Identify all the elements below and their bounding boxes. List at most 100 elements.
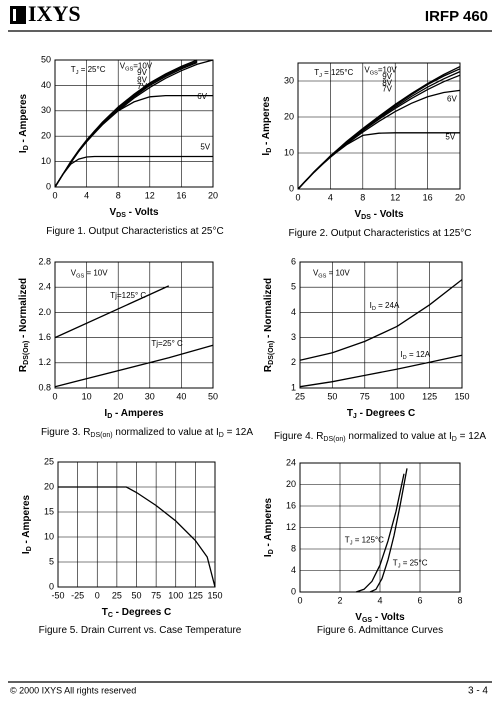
x-axis-label-part: - Degrees C bbox=[357, 408, 415, 419]
chart-title-part: Figure 2. Output Characteristics at 125°… bbox=[289, 228, 472, 239]
y-axis-label-part: R bbox=[18, 364, 29, 372]
x-tick-label: 10 bbox=[82, 391, 92, 401]
y-tick-label: 2.4 bbox=[38, 282, 51, 292]
series-label-part: =10V bbox=[133, 61, 153, 70]
x-axis-label-part: T bbox=[347, 408, 353, 419]
plot-frame bbox=[54, 261, 214, 389]
y-tick-label: 12 bbox=[286, 522, 296, 532]
series-label: 7V bbox=[137, 82, 147, 91]
y-tick-label: 2.0 bbox=[38, 307, 51, 317]
series-label-part: D bbox=[372, 307, 376, 313]
series-label: 6V bbox=[197, 92, 207, 101]
x-axis-label-part: V bbox=[110, 207, 117, 218]
plot-frame bbox=[299, 261, 463, 389]
series-label: TJ = 25°C bbox=[393, 559, 428, 570]
y-tick-label: 0 bbox=[46, 181, 51, 191]
series-label: 5V bbox=[200, 143, 210, 152]
y-tick-label: 0 bbox=[289, 183, 294, 193]
annotation: VGS = 10V bbox=[313, 268, 350, 279]
series-label: 9V bbox=[382, 72, 392, 81]
curve bbox=[299, 279, 463, 361]
curve bbox=[54, 344, 214, 388]
part-number: IRFP 460 bbox=[425, 8, 488, 25]
curve bbox=[54, 285, 170, 339]
curve bbox=[297, 89, 461, 190]
series-label-part: I bbox=[370, 301, 372, 310]
chart-title-part: Figure 5. Drain Current vs. Case Tempera… bbox=[39, 625, 242, 636]
series-label-part: J bbox=[350, 541, 353, 547]
y-tick-label: 0 bbox=[49, 581, 54, 591]
x-axis-label: ID - Amperes bbox=[104, 408, 164, 421]
annotation-part: = 10V bbox=[84, 268, 108, 277]
y-tick-label: 20 bbox=[44, 481, 54, 491]
series-label: VGS=10V bbox=[120, 61, 153, 72]
y-axis-label-part: D bbox=[26, 546, 33, 551]
x-axis-label-part: - Volts bbox=[126, 207, 159, 218]
x-tick-label: 0 bbox=[95, 590, 100, 600]
x-axis-label-part: - Amperes bbox=[112, 408, 164, 419]
chart-title: Figure 5. Drain Current vs. Case Tempera… bbox=[39, 625, 242, 636]
x-axis-label: VDS - Volts bbox=[110, 207, 159, 220]
curve bbox=[54, 94, 213, 188]
annotation-part: T bbox=[71, 65, 76, 74]
x-tick-label: 4 bbox=[328, 192, 333, 202]
x-tick-label: 75 bbox=[151, 590, 161, 600]
annotation-part: = 25°C bbox=[78, 65, 105, 74]
x-tick-label: 20 bbox=[455, 192, 465, 202]
plot-frame bbox=[299, 462, 461, 593]
annotation-part: J bbox=[319, 74, 322, 80]
y-axis-label-part: - Normalized bbox=[263, 278, 274, 341]
series-label: Tj=25° C bbox=[151, 339, 183, 348]
annotation-part: V bbox=[71, 268, 77, 277]
curve bbox=[297, 68, 461, 190]
x-tick-label: -25 bbox=[71, 590, 84, 600]
x-tick-label: 50 bbox=[131, 590, 141, 600]
y-tick-label: 20 bbox=[286, 479, 296, 489]
y-tick-label: 0 bbox=[291, 586, 296, 596]
y-tick-label: 6 bbox=[291, 256, 296, 266]
series-label: Tj=125° C bbox=[110, 291, 146, 300]
curve bbox=[299, 354, 463, 388]
x-tick-label: 50 bbox=[327, 391, 337, 401]
curve bbox=[58, 486, 216, 588]
x-tick-label: 125 bbox=[188, 590, 203, 600]
x-tick-label: 4 bbox=[377, 595, 382, 605]
series-label-part: V bbox=[120, 61, 126, 70]
x-tick-label: 8 bbox=[116, 190, 121, 200]
curve bbox=[54, 61, 198, 188]
series-label-part: = 25°C bbox=[400, 559, 427, 568]
y-tick-label: 1.2 bbox=[38, 357, 51, 367]
x-tick-label: 16 bbox=[423, 192, 433, 202]
x-tick-label: 8 bbox=[360, 192, 365, 202]
y-tick-label: 10 bbox=[44, 531, 54, 541]
series-label: 7V bbox=[382, 85, 392, 94]
annotation-part: = 125°C bbox=[322, 68, 354, 77]
y-tick-label: 50 bbox=[41, 54, 51, 64]
y-tick-label: 5 bbox=[49, 556, 54, 566]
x-tick-label: 100 bbox=[168, 590, 183, 600]
series-label: 8V bbox=[137, 75, 147, 84]
chart-title-part: Figure 3. R bbox=[41, 427, 90, 438]
x-axis-label-part: - Degrees C bbox=[113, 607, 171, 618]
y-tick-label: 16 bbox=[286, 500, 296, 510]
annotation-part: V bbox=[313, 268, 319, 277]
y-axis-label: RDS(On) - Normalized bbox=[263, 278, 276, 372]
series-label-part: GS bbox=[370, 71, 378, 77]
x-tick-label: -50 bbox=[51, 590, 64, 600]
x-axis-label-part: J bbox=[353, 413, 357, 420]
series-label: 6V bbox=[447, 95, 457, 104]
x-axis-label-part: T bbox=[102, 607, 108, 618]
x-tick-label: 150 bbox=[454, 391, 469, 401]
chart-title-part: = 12A bbox=[457, 431, 487, 442]
y-axis-label-part: D bbox=[268, 549, 275, 554]
x-axis-label-part: D bbox=[107, 413, 112, 420]
x-tick-label: 75 bbox=[360, 391, 370, 401]
y-tick-label: 10 bbox=[41, 156, 51, 166]
series-label-part: V bbox=[364, 66, 370, 75]
annotation-part: = 10V bbox=[326, 268, 350, 277]
x-tick-label: 40 bbox=[176, 391, 186, 401]
curve bbox=[355, 473, 405, 593]
y-tick-label: 0.8 bbox=[38, 382, 51, 392]
x-tick-label: 8 bbox=[457, 595, 462, 605]
y-axis-label-part: D bbox=[23, 145, 30, 150]
